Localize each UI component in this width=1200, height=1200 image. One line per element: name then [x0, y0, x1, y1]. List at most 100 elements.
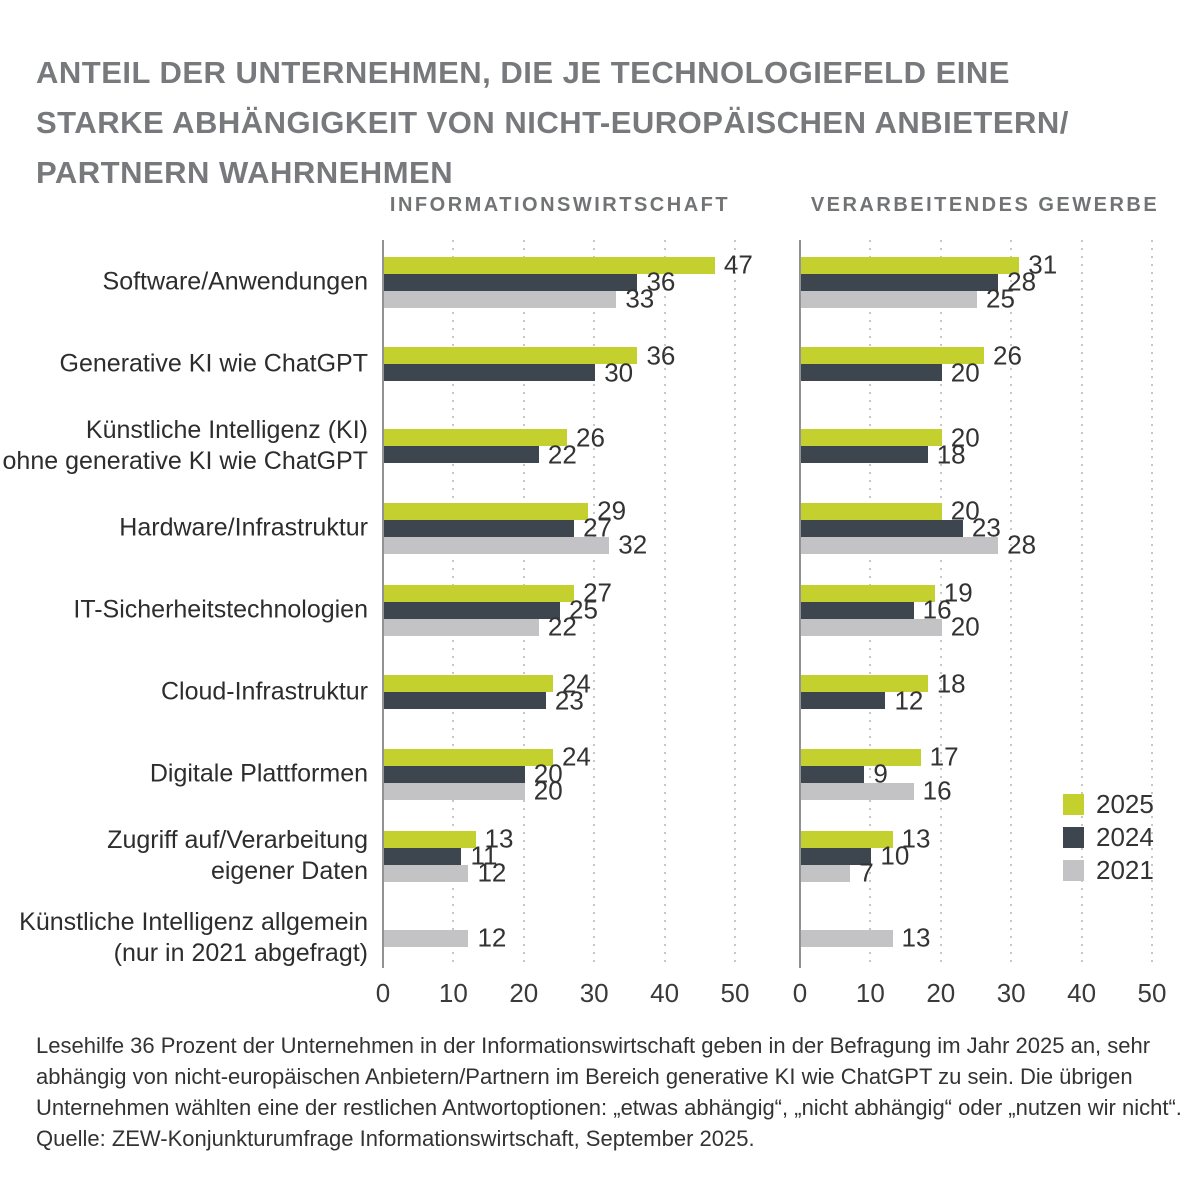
bar-value-label: 12 [477, 922, 507, 953]
x-tick-label: 10 [855, 978, 885, 1008]
grouped-bar-chart: Software/Anwendungen Generative KI wie Ch… [0, 240, 1200, 1040]
bar-2025 [384, 256, 715, 274]
legend-swatch-2021 [1063, 860, 1084, 881]
bar-value-label: 20 [950, 611, 980, 642]
bar-2021 [801, 618, 942, 636]
footnote: Lesehilfe 36 Prozent der Unternehmen in … [36, 1033, 1182, 1151]
panel-header-verarbeitendes-gewerbe: VERARBEITENDES GEWERBE [810, 194, 1160, 216]
bar-2021 [384, 864, 469, 882]
panel-header-informationswirtschaft: INFORMATIONSWIRTSCHAFT [389, 194, 731, 216]
gridline [939, 240, 942, 968]
legend-item: 2025 [1063, 788, 1154, 821]
bar-2025 [384, 748, 553, 766]
bar-2025 [801, 748, 921, 766]
bar-2025 [384, 347, 638, 364]
bar-2024 [384, 446, 539, 463]
page-title-line-1: ANTEIL DER UNTERNEHMEN, DIE JE TECHNOLOG… [36, 55, 1010, 90]
gridline [593, 240, 596, 968]
panel-verarbeitendes_gewerbe: 0 10 20 30 40 50 31 28 25 26 20 20 18 20 23 28 19 16 20 18 1… [793, 240, 1166, 1008]
category-label: Zugriff auf/Verarbeitung eigener Daten [107, 826, 368, 885]
category-label: IT-Sicherheitstechnologien [73, 595, 368, 624]
bar-value-label: 28 [1007, 529, 1037, 560]
bar-value-label: 16 [922, 775, 952, 806]
bar-2025 [384, 429, 568, 446]
page-title-line-3: PARTNERN WAHRNEHMEN [36, 155, 454, 190]
bar-2025 [384, 830, 476, 848]
bar-2024 [801, 847, 872, 865]
bar-2024 [801, 601, 914, 619]
bar-value-label: 26 [576, 422, 605, 452]
gridline [734, 240, 736, 968]
bar-2025 [384, 675, 553, 692]
bar-2021 [801, 864, 851, 882]
panel-informationswirtschaft: 0 10 20 30 40 50 47 36 33 36 30 26 22 29 27 32 27 25 22 24 2… [376, 240, 753, 1008]
category-label: Künstliche Intelligenz allgemein (nur in… [19, 908, 368, 967]
bar-2021 [801, 782, 914, 800]
legend: 2025 2024 2021 [1063, 788, 1154, 887]
gridline [1010, 240, 1013, 968]
category-label: Künstliche Intelligenz (KI) ohne generat… [2, 416, 368, 475]
gridline [663, 240, 666, 968]
bar-2021 [801, 929, 893, 947]
bar-value-label: 20 [533, 775, 563, 806]
legend-swatch-2024 [1063, 827, 1084, 848]
bar-2024 [384, 273, 638, 291]
bar-2024 [801, 519, 963, 537]
bar-2024 [384, 519, 575, 537]
bar-2025 [801, 256, 1020, 274]
bar-2021 [801, 290, 977, 308]
x-tick-label: 10 [438, 978, 468, 1008]
bar-value-label: 28 [1007, 266, 1037, 297]
bar-value-label: 36 [646, 266, 676, 297]
bar-value-label: 9 [873, 758, 888, 789]
bar-value-label: 30 [604, 357, 634, 387]
bar-value-label: 18 [936, 439, 966, 469]
gridline [1151, 240, 1153, 968]
bar-2025 [801, 429, 942, 446]
bar-value-label: 25 [986, 283, 1015, 314]
category-label: Digitale Plattformen [149, 759, 368, 788]
bar-value-label: 7 [859, 857, 874, 888]
bar-2025 [801, 675, 928, 692]
category-label: Hardware/Infrastruktur [119, 513, 368, 542]
x-tick-label: 40 [650, 978, 680, 1008]
x-tick-label: 30 [996, 978, 1026, 1008]
legend-item: 2021 [1063, 854, 1154, 887]
bar-value-label: 12 [894, 685, 924, 715]
bar-value-label: 10 [880, 840, 910, 871]
bar-2024 [801, 364, 942, 381]
bar-2024 [384, 692, 546, 709]
legend-label-2025: 2025 [1096, 789, 1154, 819]
bar-2024 [801, 446, 928, 463]
bar-2021 [384, 618, 539, 636]
bar-value-label: 47 [723, 249, 753, 280]
page-title-line-2: STARKE ABHÄNGIGKEIT VON NICHT-EUROPÄISCH… [36, 105, 1069, 140]
bar-value-label: 31 [1028, 249, 1058, 280]
y-axis-line [799, 240, 801, 968]
gridline [1080, 240, 1083, 968]
legend-label-2021: 2021 [1096, 855, 1154, 885]
bar-value-label: 13 [901, 922, 931, 953]
bar-value-label: 25 [569, 594, 598, 625]
y-axis-line [382, 240, 384, 968]
bar-2021 [801, 536, 999, 554]
bar-2021 [384, 929, 469, 947]
x-tick-label: 0 [792, 978, 808, 1008]
bar-value-label: 27 [583, 577, 612, 608]
bar-2024 [801, 273, 999, 291]
bar-value-label: 32 [618, 529, 648, 560]
bar-2025 [384, 584, 575, 602]
bar-2024 [384, 765, 525, 783]
bar-2024 [384, 601, 560, 619]
bar-2025 [384, 502, 589, 520]
category-label: Software/Anwendungen [102, 267, 368, 296]
bar-value-label: 18 [936, 668, 966, 698]
bar-value-label: 17 [929, 741, 959, 772]
bar-value-label: 24 [561, 668, 591, 698]
legend-swatch-2025 [1063, 794, 1084, 815]
x-tick-label: 20 [509, 978, 539, 1008]
bar-2021 [384, 536, 610, 554]
bar-value-label: 36 [646, 340, 676, 370]
bar-2025 [801, 347, 985, 364]
